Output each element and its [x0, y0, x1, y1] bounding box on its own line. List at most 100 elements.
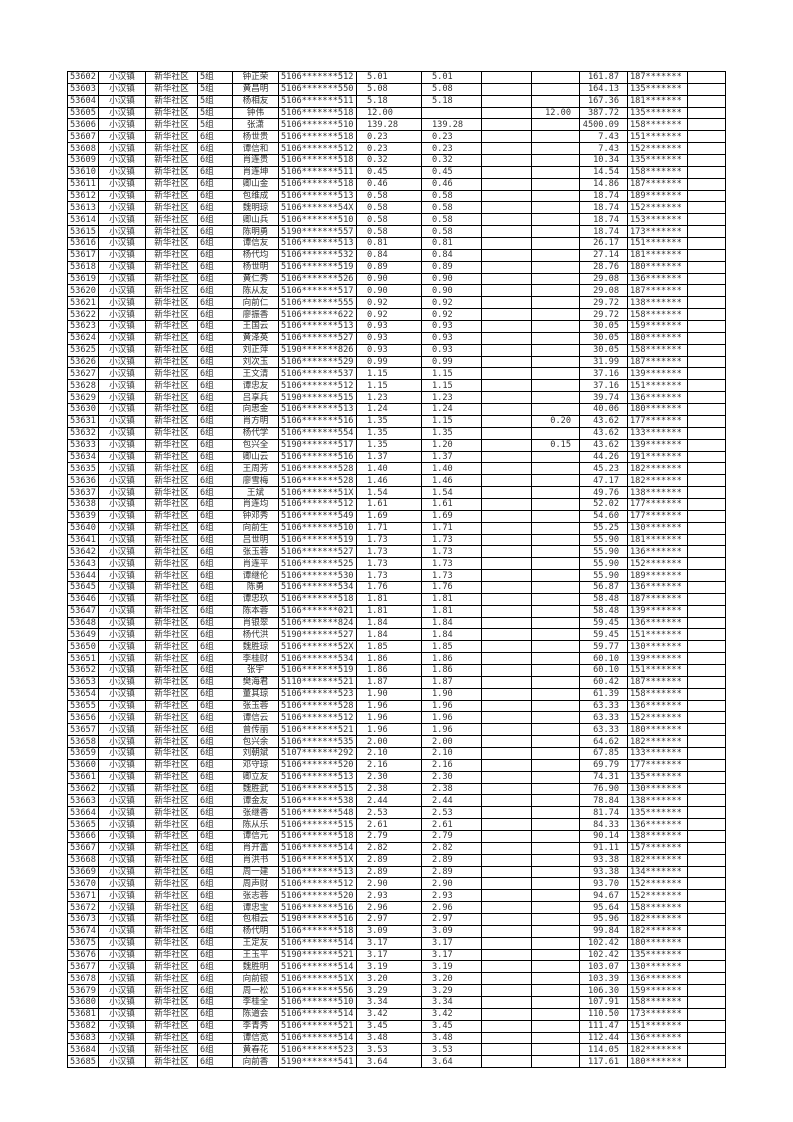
- town-cell: 小汉镇: [98, 580, 146, 594]
- blank-col-cell: [481, 343, 532, 357]
- area-total-cell: 5.01: [356, 71, 422, 84]
- id-number-cell: 5190*******541: [278, 1055, 357, 1069]
- group-cell: 6组: [197, 628, 233, 642]
- id-number-cell: 5106*******527: [278, 331, 357, 345]
- row-id-cell: 53630: [67, 403, 99, 416]
- person-name-cell: 肖连坤: [232, 165, 279, 179]
- group-cell: 6组: [197, 652, 233, 665]
- row-id-cell: 53684: [67, 1043, 99, 1057]
- phone-cell: 157*******: [627, 841, 688, 855]
- remark-cell: [687, 984, 726, 998]
- area-total-cell: 0.84: [356, 248, 422, 262]
- phone-cell: 152*******: [627, 711, 688, 725]
- group-cell: 6组: [197, 1043, 233, 1057]
- id-number-cell: 5106*******519: [278, 663, 357, 677]
- id-number-cell: 5106*******518: [278, 924, 357, 938]
- area-total-cell: 1.23: [356, 391, 422, 405]
- group-cell: 6组: [197, 450, 233, 464]
- table-row: 53616 小汉镇 新华社区 6组 谭信友 5106*******513 0.81 0.81 2…: [67, 237, 726, 250]
- community-cell: 新华社区: [145, 82, 198, 96]
- group-cell: 6组: [197, 1007, 233, 1021]
- person-name-cell: 包兴全: [232, 438, 279, 452]
- remark-cell: [687, 272, 726, 286]
- remark-cell: [687, 818, 726, 831]
- area-b-cell: [531, 794, 580, 808]
- town-cell: 小汉镇: [98, 1043, 146, 1057]
- amount-cell: 29.72: [579, 308, 628, 322]
- area-total-cell: 0.90: [356, 272, 422, 286]
- community-cell: 新华社区: [145, 474, 198, 488]
- blank-col-cell: [481, 486, 532, 499]
- amount-cell: 78.84: [579, 794, 628, 808]
- person-name-cell: 董其琼: [232, 687, 279, 701]
- area-a-cell: 0.99: [421, 355, 482, 369]
- remark-cell: [687, 960, 726, 974]
- area-a-cell: 0.23: [421, 142, 482, 156]
- area-a-cell: 0.92: [421, 308, 482, 322]
- person-name-cell: 肖连贵: [232, 154, 279, 167]
- town-cell: 小汉镇: [98, 533, 146, 547]
- row-id-cell: 53648: [67, 616, 99, 630]
- phone-cell: 152*******: [627, 557, 688, 571]
- row-id-cell: 53616: [67, 237, 99, 250]
- amount-cell: 161.87: [579, 71, 628, 84]
- area-a-cell: 2.53: [421, 806, 482, 820]
- community-cell: 新华社区: [145, 960, 198, 974]
- area-b-cell: [531, 320, 580, 333]
- phone-cell: 151*******: [627, 379, 688, 393]
- table-row: 53608 小汉镇 新华社区 6组 谭信和 5106*******512 0.23 0.23 7…: [67, 142, 726, 156]
- group-cell: 6组: [197, 818, 233, 831]
- area-a-cell: 3.19: [421, 960, 482, 974]
- amount-cell: 58.48: [579, 604, 628, 618]
- group-cell: 6组: [197, 331, 233, 345]
- blank-col-cell: [481, 830, 532, 843]
- row-id-cell: 53622: [67, 308, 99, 322]
- id-number-cell: 5106*******534: [278, 652, 357, 665]
- group-cell: 6组: [197, 711, 233, 725]
- town-cell: 小汉镇: [98, 355, 146, 369]
- table-row: 53667 小汉镇 新华社区 6组 肖开富 5106*******514 2.82 2.82 9…: [67, 841, 726, 855]
- table-row: 53644 小汉镇 新华社区 6组 谭继伦 5106*******530 1.73 1.73 5…: [67, 569, 726, 582]
- area-a-cell: 1.73: [421, 569, 482, 582]
- row-id-cell: 53671: [67, 889, 99, 903]
- person-name-cell: 向前仁: [232, 296, 279, 310]
- area-a-cell: 1.35: [421, 426, 482, 440]
- community-cell: 新华社区: [145, 841, 198, 855]
- amount-cell: 102.42: [579, 948, 628, 962]
- area-total-cell: 0.58: [356, 189, 422, 203]
- area-a-cell: 1.15: [421, 367, 482, 381]
- person-name-cell: 钟伟: [232, 106, 279, 120]
- phone-cell: 180*******: [627, 1055, 688, 1069]
- area-a-cell: 2.10: [421, 746, 482, 760]
- community-cell: 新华社区: [145, 426, 198, 440]
- id-number-cell: 5106*******512: [278, 379, 357, 393]
- group-cell: 5组: [197, 71, 233, 84]
- blank-col-cell: [481, 225, 532, 239]
- community-cell: 新华社区: [145, 367, 198, 381]
- community-cell: 新华社区: [145, 320, 198, 333]
- amount-cell: 55.90: [579, 569, 628, 582]
- area-b-cell: [531, 1007, 580, 1021]
- community-cell: 新华社区: [145, 462, 198, 476]
- row-id-cell: 53682: [67, 1019, 99, 1033]
- area-total-cell: 1.96: [356, 699, 422, 713]
- blank-col-cell: [481, 1043, 532, 1057]
- area-b-cell: [531, 782, 580, 796]
- id-number-cell: 5106*******518: [278, 106, 357, 120]
- group-cell: 6组: [197, 308, 233, 322]
- table-row: 53655 小汉镇 新华社区 6组 张玉蓉 5106*******528 1.96 1.96 6…: [67, 699, 726, 713]
- area-b-cell: [531, 213, 580, 227]
- amount-cell: 387.72: [579, 106, 628, 120]
- town-cell: 小汉镇: [98, 746, 146, 760]
- town-cell: 小汉镇: [98, 628, 146, 642]
- town-cell: 小汉镇: [98, 331, 146, 345]
- table-row: 53677 小汉镇 新华社区 6组 魏胜明 5106*******514 3.19 3.19 1…: [67, 960, 726, 974]
- community-cell: 新华社区: [145, 687, 198, 701]
- area-total-cell: 0.23: [356, 130, 422, 144]
- community-cell: 新华社区: [145, 735, 198, 748]
- town-cell: 小汉镇: [98, 675, 146, 689]
- row-id-cell: 53681: [67, 1007, 99, 1021]
- person-name-cell: 向前香: [232, 1055, 279, 1069]
- community-cell: 新华社区: [145, 865, 198, 879]
- row-id-cell: 53670: [67, 877, 99, 891]
